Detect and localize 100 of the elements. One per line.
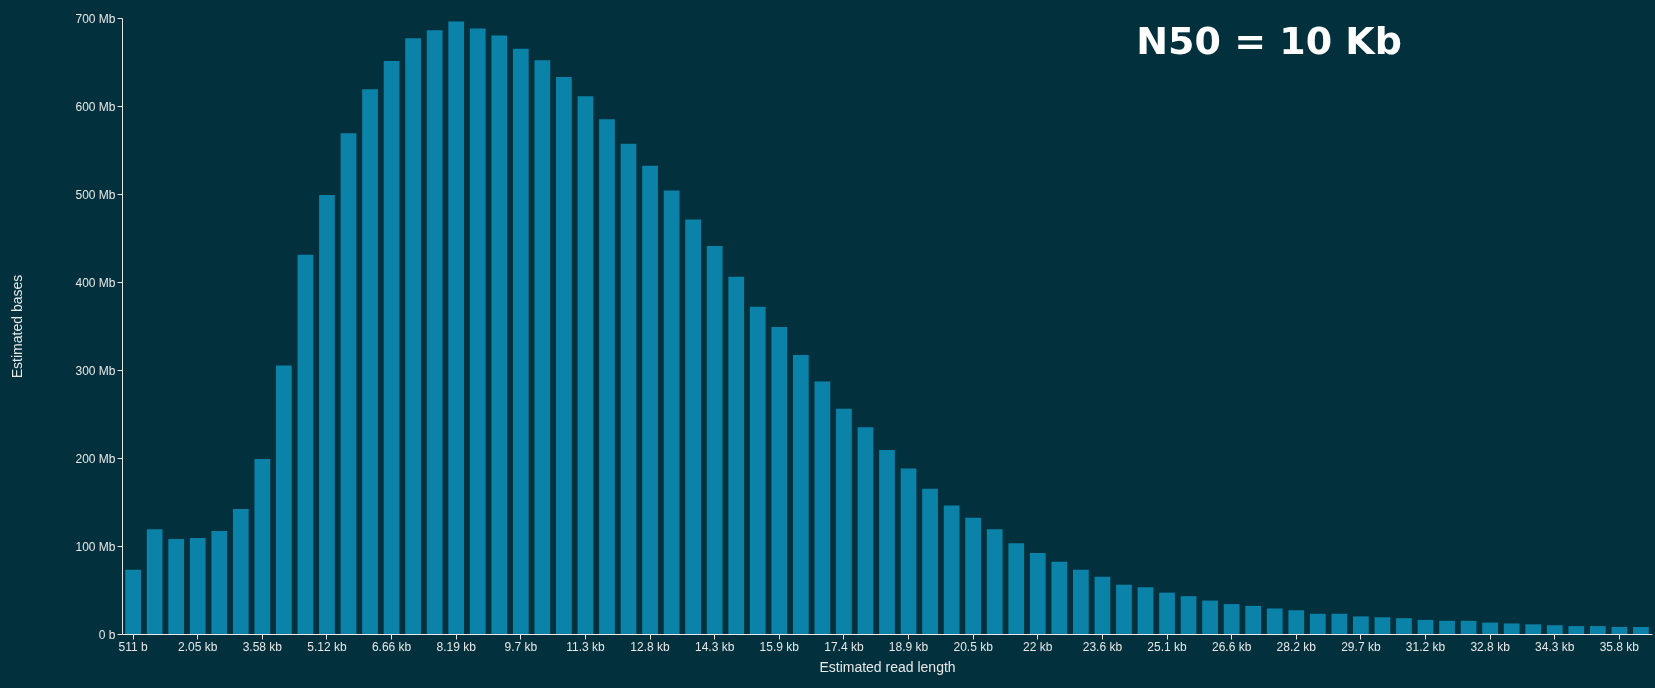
bar: [211, 531, 228, 634]
bar: [1568, 626, 1585, 634]
bar: [469, 28, 486, 634]
x-tick-label: 26.6 kb: [1211, 639, 1252, 654]
y-tick-label: 200 Mb: [75, 451, 116, 466]
bar: [814, 381, 831, 634]
x-tick-label: 8.19 kb: [436, 639, 477, 654]
bar: [297, 254, 314, 634]
bar: [620, 143, 637, 634]
x-tick-label: 9.7 kb: [504, 639, 538, 654]
x-tick-label: 15.9 kb: [759, 639, 800, 654]
bar: [900, 468, 917, 634]
bar: [599, 119, 615, 634]
bar: [1374, 617, 1391, 634]
x-tick-label: 34.3 kb: [1535, 639, 1575, 654]
x-tick-label: 5.12 kb: [307, 639, 347, 654]
y-tick-label: 300 Mb: [75, 363, 116, 378]
x-tick-label: 3.58 kb: [242, 639, 283, 654]
y-tick-label: 700 Mb: [75, 11, 116, 26]
bar: [685, 219, 701, 634]
y-tick-label: 0 b: [98, 627, 116, 642]
bar: [254, 458, 271, 634]
bar: [1223, 604, 1240, 634]
bar: [857, 427, 874, 634]
bar: [1439, 620, 1455, 634]
bar: [1245, 605, 1262, 634]
x-tick-label: 6.66 kb: [371, 639, 412, 654]
bar: [383, 61, 400, 634]
bar: [1525, 624, 1542, 634]
x-tick-label: 25.1 kb: [1147, 639, 1188, 654]
x-tick-label: 29.7 kb: [1341, 639, 1381, 654]
bar: [1503, 623, 1520, 634]
bar: [1137, 587, 1154, 634]
bar: [706, 245, 723, 634]
bar: [879, 450, 895, 634]
bar: [1396, 618, 1412, 634]
x-tick-label: 2.05 kb: [178, 639, 218, 654]
bar: [362, 89, 378, 634]
bar: [448, 21, 465, 634]
bar: [512, 48, 529, 634]
bar: [965, 517, 982, 634]
x-tick-label: 14.3 kb: [694, 639, 735, 654]
bar: [426, 30, 443, 634]
bar: [943, 505, 960, 634]
bar: [405, 38, 421, 634]
bar: [232, 509, 249, 634]
y-axis-title: Estimated bases: [9, 274, 26, 379]
x-tick-label: 12.8 kb: [630, 639, 671, 654]
bar: [1460, 620, 1477, 634]
y-tick-label: 600 Mb: [75, 99, 116, 114]
bar: [1073, 569, 1089, 634]
x-tick-label: 32.8 kb: [1470, 639, 1511, 654]
bar: [276, 365, 292, 634]
bar: [577, 96, 594, 634]
bar: [792, 355, 809, 634]
bar: [728, 276, 745, 634]
bar: [1288, 610, 1305, 634]
bar: [1202, 600, 1218, 634]
x-axis-title: Estimated read length: [819, 658, 956, 675]
bar: [1051, 561, 1068, 634]
bar: [556, 76, 572, 634]
chart-title: N50 = 10 Kb: [1136, 19, 1402, 63]
bar: [922, 488, 938, 634]
bar: [1353, 616, 1369, 634]
bar: [1633, 626, 1649, 634]
bar: [1094, 576, 1111, 634]
x-tick-label: 35.8 kb: [1599, 639, 1640, 654]
y-tick-label: 400 Mb: [75, 275, 116, 290]
x-tick-label: 22 kb: [1023, 639, 1053, 654]
bar: [1180, 596, 1197, 634]
bar: [663, 190, 680, 634]
bar: [1611, 626, 1628, 634]
bar: [1159, 592, 1175, 634]
bar: [1309, 613, 1326, 634]
x-tick-label: 23.6 kb: [1082, 639, 1123, 654]
bar: [1546, 625, 1563, 634]
bar: [340, 133, 357, 634]
bar: [1029, 553, 1046, 634]
bar: [836, 408, 852, 634]
bar: [168, 538, 185, 634]
bar: [1482, 622, 1498, 634]
y-tick-label: 100 Mb: [75, 539, 116, 554]
bar: [125, 569, 141, 634]
y-tick-label: 500 Mb: [75, 187, 116, 202]
x-tick-label: 17.4 kb: [824, 639, 864, 654]
x-tick-label: 11.3 kb: [566, 639, 605, 654]
bar: [986, 529, 1003, 634]
x-tick-label: 18.9 kb: [888, 639, 929, 654]
bar: [642, 165, 658, 634]
bar: [1116, 584, 1132, 634]
x-tick-label: 28.2 kb: [1276, 639, 1317, 654]
bar: [1266, 608, 1283, 634]
bar: [771, 326, 788, 634]
bar: [319, 194, 335, 634]
x-tick-label: 511 b: [118, 639, 148, 654]
bar: [534, 60, 551, 634]
bar: [1589, 626, 1606, 634]
x-tick-label: 20.5 kb: [953, 639, 994, 654]
bar: [749, 306, 766, 634]
bar: [1331, 613, 1348, 634]
